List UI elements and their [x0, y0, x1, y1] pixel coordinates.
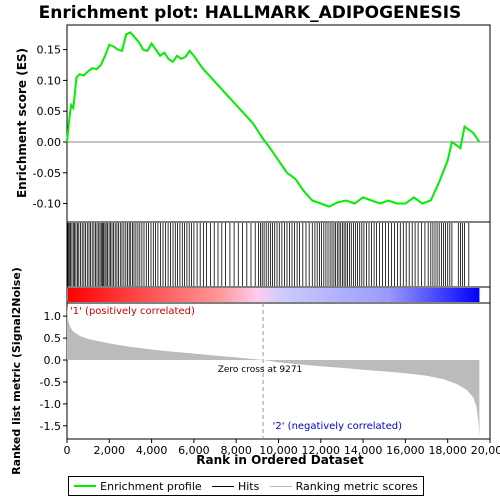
negative-label: '2' (negatively correlated) [273, 421, 402, 432]
legend-swatch-enrichment [74, 485, 97, 487]
metric-area [67, 305, 480, 437]
legend-label-hits: Hits [237, 479, 260, 493]
metric-y-tick-label: 1.0 [44, 310, 62, 323]
heatbar-fill [68, 288, 480, 302]
es-y-tick-label: -0.10 [33, 198, 61, 211]
x-tick-label: 20,000 [471, 444, 500, 457]
legend-label-enrichment: Enrichment profile [100, 479, 202, 493]
es-y-axis: 0.15 0.10 0.05 0.00 -0.05 -0.10 [33, 44, 67, 211]
x-tick-label: 8,000 [220, 444, 252, 457]
es-panel-frame [66, 24, 491, 223]
rank-heatbar [66, 286, 491, 304]
x-tick-label: 6,000 [178, 444, 210, 457]
es-y-tick-label: 0.15 [37, 44, 62, 57]
metric-y-tick-label: -1.0 [40, 398, 61, 411]
metric-y-tick-label: -0.5 [40, 376, 61, 389]
x-axis-label: Rank in Ordered Dataset [196, 453, 364, 467]
x-tick-label: 10,000 [259, 444, 298, 457]
es-panel: 0.15 0.10 0.05 0.00 -0.05 -0.10 Enrichment sc… [15, 24, 491, 223]
legend-swatch-ranking [269, 485, 292, 487]
metric-y-tick-label: 0.5 [44, 332, 62, 345]
legend-item-ranking: Ranking metric scores [269, 479, 418, 493]
legend: Enrichment profile Hits Ranking metric s… [68, 476, 424, 496]
es-y-tick-label: -0.05 [33, 167, 61, 180]
es-y-tick-label: 0.05 [37, 105, 62, 118]
legend-item-hits: Hits [211, 479, 260, 493]
hit-markers [67, 223, 470, 286]
es-y-tick-label: 0.00 [37, 136, 62, 149]
positive-label: '1' (positively correlated) [70, 306, 195, 317]
es-y-tick-label: 0.10 [37, 74, 62, 87]
x-tick-label: 14,000 [344, 444, 383, 457]
legend-label-ranking: Ranking metric scores [295, 479, 418, 493]
metric-y-tick-label: -1.5 [40, 420, 61, 433]
x-tick-label: 18,000 [428, 444, 467, 457]
hits-panel [66, 221, 491, 288]
x-tick-label: 2,000 [94, 444, 126, 457]
legend-item-enrichment: Enrichment profile [74, 480, 202, 493]
metric-panel: 1.0 0.5 0.0 -0.5 -1.0 -1.5 '1' (positively co… [10, 267, 491, 475]
es-y-label: Enrichment score (ES) [15, 48, 29, 198]
metric-y-axis: 1.0 0.5 0.0 -0.5 -1.0 -1.5 [40, 310, 67, 433]
x-tick-label: 12,000 [302, 444, 341, 457]
x-tick-label: 0 [64, 444, 71, 457]
es-profile-line [66, 31, 481, 208]
x-tick-label: 4,000 [136, 444, 168, 457]
chart-title: Enrichment plot: HALLMARK_ADIPOGENESIS [39, 3, 462, 23]
legend-swatch-hits [211, 485, 234, 487]
x-tick-label: 16,000 [386, 444, 425, 457]
x-axis: 0 2,000 4,000 6,000 8,000 10,000 12,000 14,000 1… [64, 439, 500, 457]
metric-y-tick-label: 0.0 [44, 354, 62, 367]
zero-cross-label: Zero cross at 9271 [218, 365, 303, 375]
metric-y-label: Ranked list metric (Signal2Noise) [10, 267, 23, 475]
